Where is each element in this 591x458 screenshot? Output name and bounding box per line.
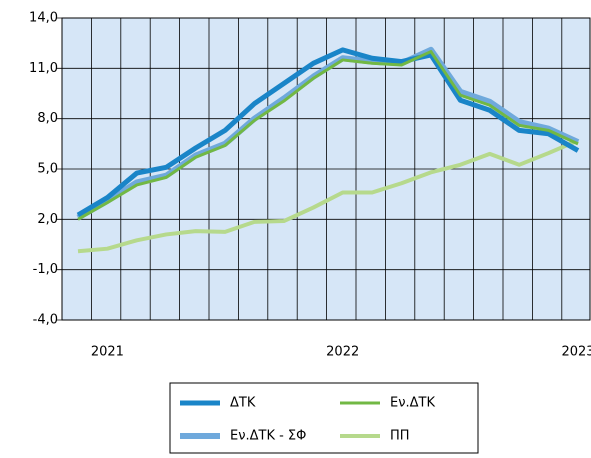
series-line — [77, 138, 579, 254]
x-tick-label: 2022 — [326, 345, 359, 360]
series-line — [76, 47, 580, 218]
y-tick-label: 8,0 — [37, 111, 58, 126]
legend-label: Εν.ΔΤΚ - ΣΦ — [230, 429, 306, 444]
y-tick-label: -4,0 — [33, 313, 58, 328]
legend — [169, 382, 479, 454]
y-tick-label: 14,0 — [29, 11, 58, 26]
legend-label: ΔΤΚ — [230, 396, 256, 411]
legend-label: Εν.ΔΤΚ — [390, 396, 435, 411]
series-line — [77, 50, 579, 221]
y-tick-label: -1,0 — [33, 262, 58, 277]
y-tick-label: 11,0 — [29, 61, 58, 76]
x-tick-label: 2021 — [91, 345, 124, 360]
y-tick-label: 5,0 — [37, 162, 58, 177]
y-tick-label: 2,0 — [37, 212, 58, 227]
x-tick-label: 2023 — [561, 345, 591, 360]
legend-label: ΠΠ — [390, 429, 410, 444]
